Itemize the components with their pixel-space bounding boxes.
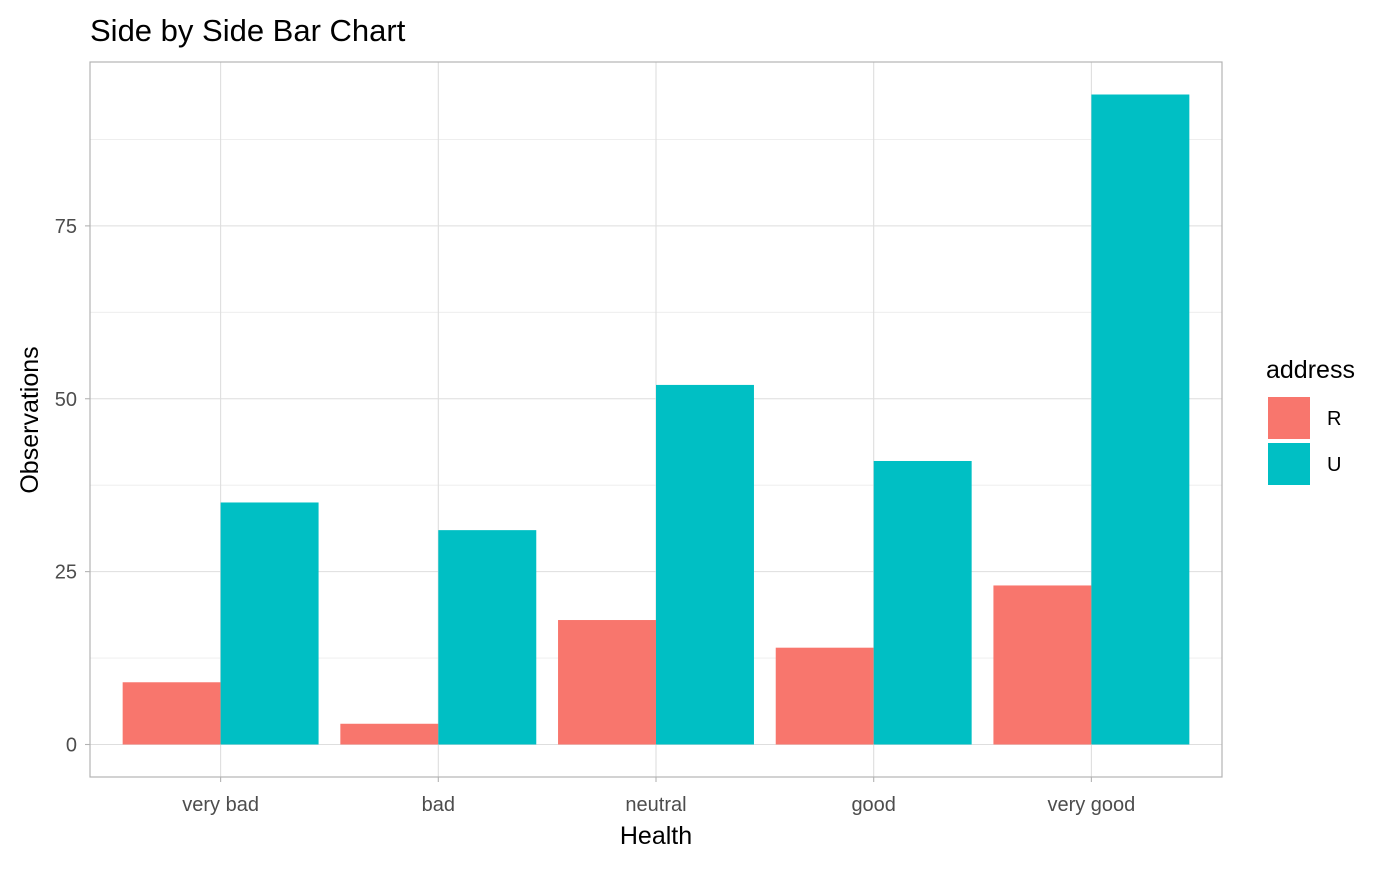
x-tick-label: very good — [1047, 794, 1135, 816]
bar-U-very-good — [1091, 94, 1190, 745]
bar-R-very-good — [993, 585, 1092, 745]
bar-R-bad — [340, 723, 439, 745]
legend-label-U: U — [1327, 454, 1341, 476]
x-tick-label: very bad — [182, 794, 259, 816]
y-tick-label: 50 — [55, 389, 77, 411]
bar-R-very-bad — [122, 682, 221, 745]
legend-title: address — [1266, 356, 1355, 384]
legend-label-R: R — [1327, 408, 1341, 430]
bar-U-good — [873, 460, 972, 745]
legend: address R U — [1266, 356, 1355, 485]
x-tick-label: neutral — [625, 794, 686, 816]
x-axis-title: Health — [620, 822, 692, 850]
chart-title: Side by Side Bar Chart — [90, 13, 406, 48]
y-tick-label: 75 — [55, 216, 77, 238]
bar-U-bad — [438, 530, 537, 745]
legend-key-R — [1268, 397, 1310, 439]
x-tick-label: good — [851, 794, 896, 816]
y-axis-title: Observations — [16, 346, 44, 493]
bar-U-very-bad — [220, 502, 319, 745]
y-tick-label: 25 — [55, 562, 77, 584]
bar-U-neutral — [656, 384, 754, 745]
bar-R-neutral — [558, 620, 656, 745]
axis-ticks: 0 25 50 75 very bad bad neutral good very good — [55, 216, 1136, 816]
bars — [122, 94, 1190, 745]
legend-key-U — [1268, 443, 1310, 485]
bar-R-good — [775, 647, 874, 745]
y-tick-label: 0 — [66, 735, 77, 757]
x-tick-label: bad — [422, 794, 455, 816]
